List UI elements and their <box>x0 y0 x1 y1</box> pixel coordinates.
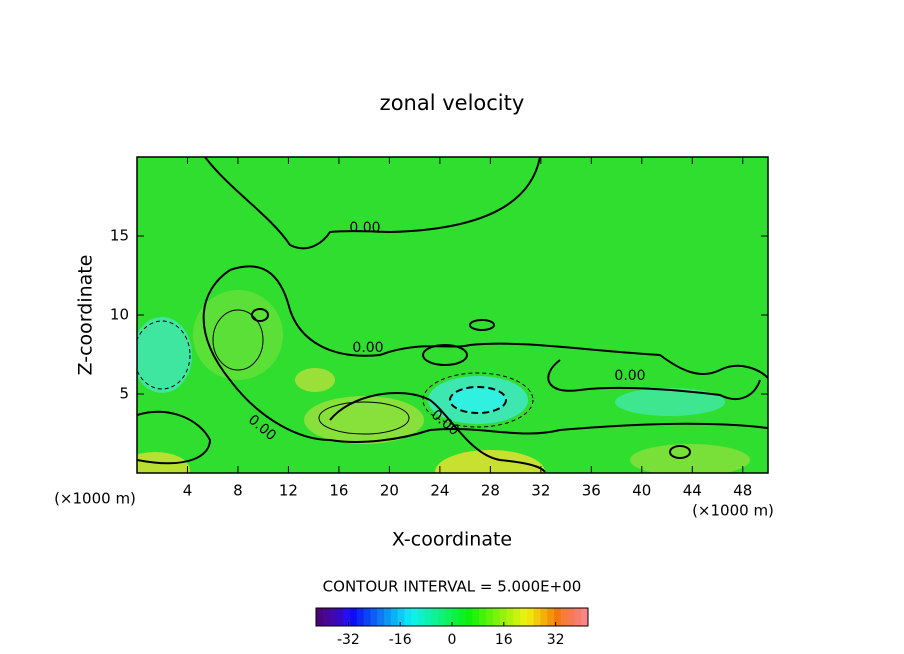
colorbar-cell <box>581 608 589 626</box>
colorbar-cell <box>540 608 548 626</box>
colorbar-tick-label: 0 <box>448 632 457 648</box>
y-tick-label: 15 <box>110 227 129 245</box>
colorbar-cell <box>520 608 528 626</box>
colorbar-cell <box>445 608 453 626</box>
x-tick-label: 16 <box>329 482 348 500</box>
colorbar-cell <box>486 608 494 626</box>
x-tick-label: 28 <box>481 482 500 500</box>
colorbar-cell <box>329 608 337 626</box>
contour-field <box>137 157 768 473</box>
colorbar-cell <box>424 608 433 626</box>
colorbar-cell <box>492 608 501 626</box>
x-tick-label: 32 <box>531 482 550 500</box>
colorbar-cell <box>377 608 385 626</box>
colorbar-tick-label: 32 <box>547 632 565 648</box>
colorbar-cell <box>554 608 562 626</box>
colorbar-cell <box>343 608 351 626</box>
y-axis-label: Z-coordinate <box>75 255 97 376</box>
colorbar-cell <box>316 608 324 626</box>
colorbar-tick-label: -32 <box>337 632 360 648</box>
x-tick-label: 40 <box>632 482 651 500</box>
contour-label: 0.00 <box>349 220 380 236</box>
x-tick-label: 48 <box>733 482 752 500</box>
colorbar-cell <box>513 608 521 626</box>
colorbar-cell <box>533 608 541 626</box>
x-tick-label: 20 <box>380 482 399 500</box>
colorbar-cell <box>404 608 412 626</box>
colorbar-cell <box>574 608 582 626</box>
contour-label: 0.00 <box>614 368 645 384</box>
colorbar-cell <box>465 608 473 626</box>
colorbar-cell <box>526 608 535 626</box>
colorbar-cell <box>472 608 480 626</box>
x-tick-label: 44 <box>683 482 702 500</box>
contour-interval: CONTOUR INTERVAL = 5.000E+00 <box>323 578 582 596</box>
colorbar-cell <box>363 608 371 626</box>
colorbar-cell <box>350 608 358 626</box>
x-unit-label: (×1000 m) <box>692 502 774 520</box>
x-tick-label: 36 <box>582 482 601 500</box>
colorbar-cell <box>499 608 507 626</box>
colorbar-cell <box>567 608 575 626</box>
colorbar-cell <box>397 608 405 626</box>
colorbar-cell <box>560 608 569 626</box>
colorbar-cell <box>384 608 392 626</box>
colorbar-cell <box>336 608 344 626</box>
colorbar-cell <box>356 608 365 626</box>
colorbar-cell <box>452 608 460 626</box>
chart-title: zonal velocity <box>380 91 525 115</box>
colorbar-cell <box>322 608 331 626</box>
colorbar-cell <box>479 608 487 626</box>
colorbar-cell <box>431 608 439 626</box>
colorbar-cell <box>506 608 514 626</box>
colorbar-cell <box>418 608 426 626</box>
colorbar-tick-label: 16 <box>495 632 513 648</box>
colorbar-tick-label: -16 <box>389 632 412 648</box>
colorbar-cell <box>458 608 467 626</box>
x-tick-label: 24 <box>430 482 449 500</box>
y-tick-label: 10 <box>110 306 129 324</box>
y-unit-label: (×1000 m) <box>54 490 136 508</box>
colorbar-cell <box>547 608 555 626</box>
x-tick-label: 12 <box>279 482 298 500</box>
colorbar-cell <box>411 608 419 626</box>
contour-label: 0.00 <box>352 340 383 356</box>
colorbar-cell <box>370 608 378 626</box>
x-axis-label: X-coordinate <box>392 529 512 551</box>
colorbar-cell <box>390 608 399 626</box>
x-tick-label: 8 <box>233 482 243 500</box>
colorbar-cell <box>438 608 446 626</box>
y-tick-label: 5 <box>119 385 129 403</box>
x-tick-label: 4 <box>183 482 193 500</box>
